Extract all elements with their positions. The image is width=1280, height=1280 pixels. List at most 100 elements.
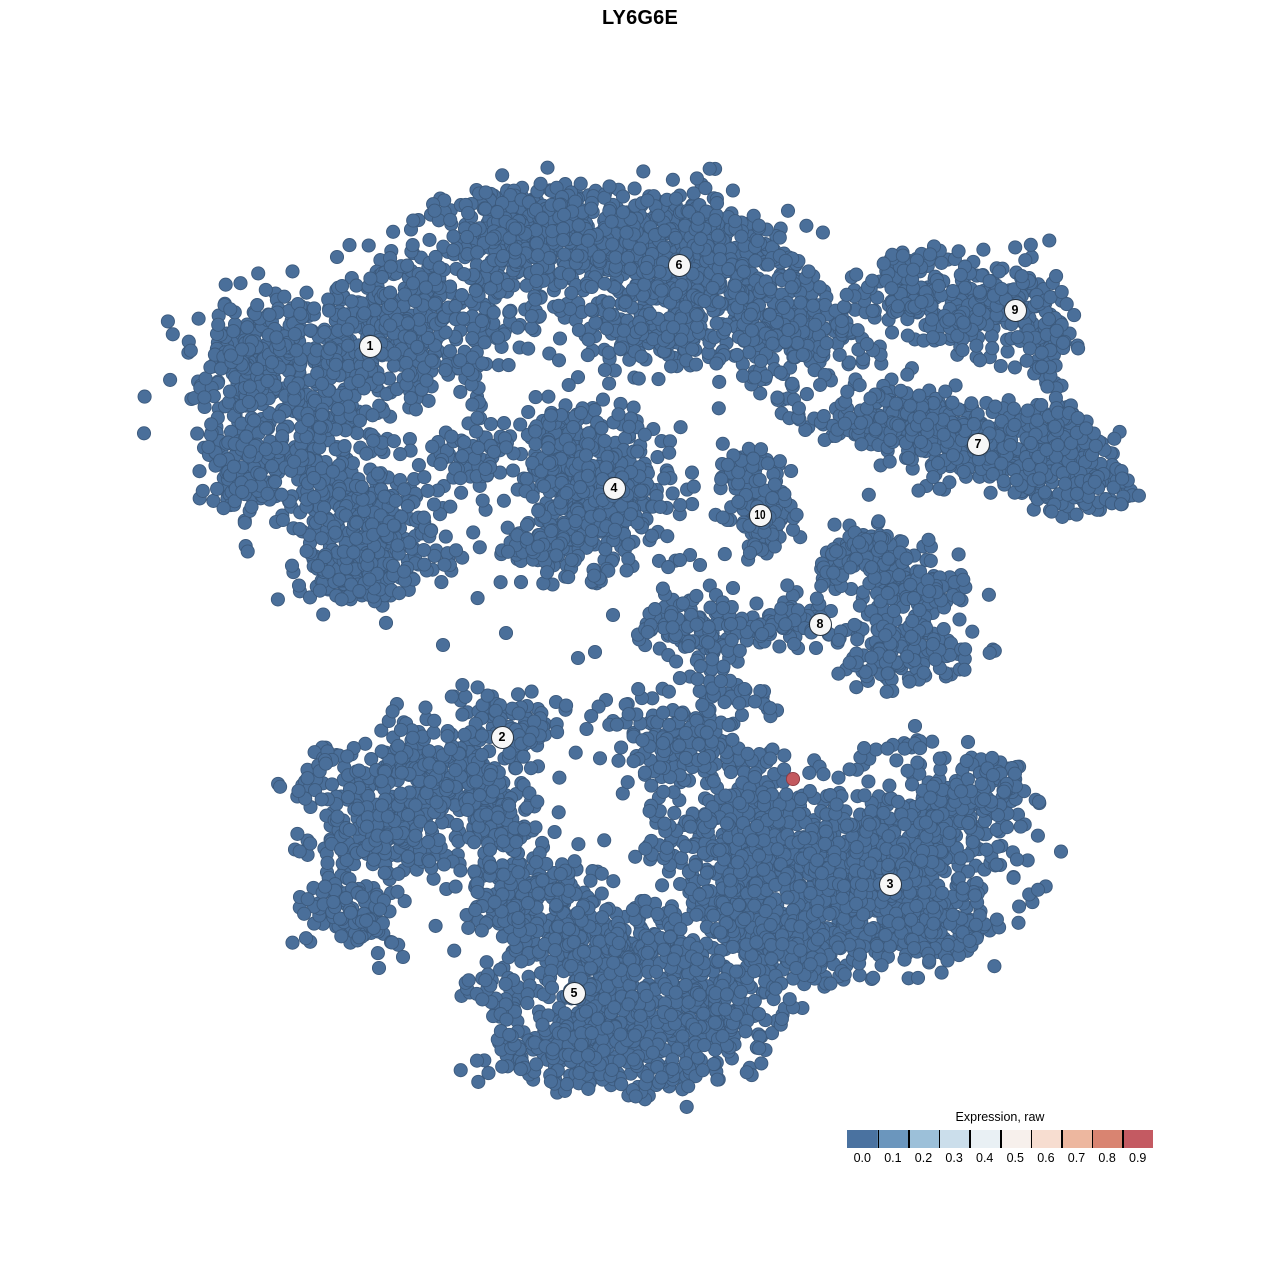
- scatter-point: [552, 770, 567, 785]
- scatter-point: [443, 499, 458, 514]
- scatter-point: [587, 403, 602, 418]
- scatter-point: [802, 765, 817, 780]
- scatter-point: [925, 734, 940, 749]
- scatter-point: [723, 765, 738, 780]
- scatter-point: [1012, 899, 1027, 914]
- scatter-point: [467, 864, 482, 879]
- scatter-point: [702, 161, 717, 176]
- scatter-point: [183, 343, 198, 358]
- scatter-point: [524, 320, 539, 335]
- scatter-point: [163, 372, 178, 387]
- scatter-point: [684, 465, 700, 480]
- scatter-point: [1030, 828, 1045, 843]
- scatter-point: [426, 497, 442, 512]
- scatter-point: [477, 335, 492, 350]
- scatter-point: [753, 386, 768, 401]
- scatter-point: [785, 522, 801, 537]
- scatter-point: [799, 387, 814, 402]
- scatter-point: [1023, 237, 1038, 252]
- scatter-point: [637, 765, 652, 780]
- scatter-point: [421, 393, 436, 408]
- scatter-point: [787, 636, 802, 652]
- scatter-point: [483, 416, 498, 432]
- scatter-point: [495, 168, 510, 183]
- scatter-point: [910, 970, 926, 985]
- scatter-point: [448, 543, 464, 558]
- scatter-point: [521, 404, 536, 420]
- scatter-point: [799, 218, 814, 233]
- scatter-point: [316, 607, 331, 622]
- scatter-point: [329, 249, 345, 265]
- scatter-point: [466, 525, 481, 540]
- scatter-point: [595, 392, 611, 407]
- scatter-point: [686, 186, 701, 201]
- scatter-point: [1007, 360, 1022, 375]
- scatter-point: [395, 949, 411, 965]
- scatter-point: [976, 242, 991, 257]
- scatter-point: [552, 331, 568, 346]
- scatter-point: [665, 172, 680, 187]
- scatter-point: [900, 367, 915, 382]
- scatter-point: [528, 436, 543, 451]
- scatter-point: [692, 683, 707, 699]
- scatter-point: [244, 499, 259, 514]
- scatter-point: [218, 277, 233, 292]
- scatter-point: [285, 935, 300, 950]
- scatter-point: [501, 358, 516, 373]
- scatter-point: [1042, 233, 1057, 248]
- page-title: LY6G6E: [601, 7, 679, 29]
- scatter-point: [516, 749, 531, 764]
- scatter-point: [493, 575, 508, 590]
- scatter-point: [580, 348, 595, 363]
- scatter-point: [533, 176, 548, 191]
- scatter-point: [386, 224, 401, 239]
- scatter-point: [749, 596, 764, 611]
- scatter-point: [852, 968, 867, 983]
- scatter-point: [165, 327, 180, 342]
- scatter-point: [932, 481, 947, 496]
- scatter-point: [402, 431, 417, 447]
- scatter-point: [453, 1063, 468, 1078]
- scatter-point: [496, 416, 512, 431]
- scatter-point: [808, 640, 824, 656]
- scatter-point: [960, 734, 976, 750]
- scatter-point: [1006, 870, 1021, 885]
- scatter-point: [785, 376, 800, 391]
- scatter-point: [861, 774, 876, 789]
- scatter-point: [393, 447, 408, 462]
- scatter-point: [884, 325, 900, 340]
- scatter-point: [377, 865, 392, 880]
- scatter-point: [258, 282, 273, 297]
- scatter-point: [772, 639, 787, 654]
- scatter-point: [889, 753, 904, 768]
- scatter-point: [667, 805, 682, 821]
- scatter-point: [717, 547, 732, 562]
- scatter-point: [777, 748, 792, 763]
- scatter-point: [277, 289, 292, 304]
- scatter-point: [192, 464, 207, 479]
- scatter-point: [1053, 844, 1069, 859]
- scatter-point: [816, 409, 831, 424]
- scatter-point: [816, 767, 831, 782]
- scatter-point: [614, 740, 629, 755]
- scatter-point: [137, 389, 152, 404]
- scatter-point: [957, 280, 973, 295]
- scatter-point: [1107, 431, 1122, 446]
- scatter-point: [907, 718, 923, 734]
- scatter-point: [371, 960, 387, 976]
- scatter-point: [981, 587, 996, 602]
- scatter-point: [384, 935, 400, 950]
- scatter-point: [350, 426, 365, 441]
- scatter-point: [651, 372, 666, 387]
- scatter-point: [374, 723, 389, 738]
- scatter-point: [475, 493, 490, 508]
- scatter-point: [605, 607, 621, 623]
- scatter-point: [710, 1072, 725, 1087]
- scatter-point: [642, 803, 657, 819]
- scatter-point: [461, 973, 476, 988]
- scatter-point: [602, 376, 617, 391]
- scatter-point: [711, 401, 726, 416]
- scatter-point: [470, 591, 485, 606]
